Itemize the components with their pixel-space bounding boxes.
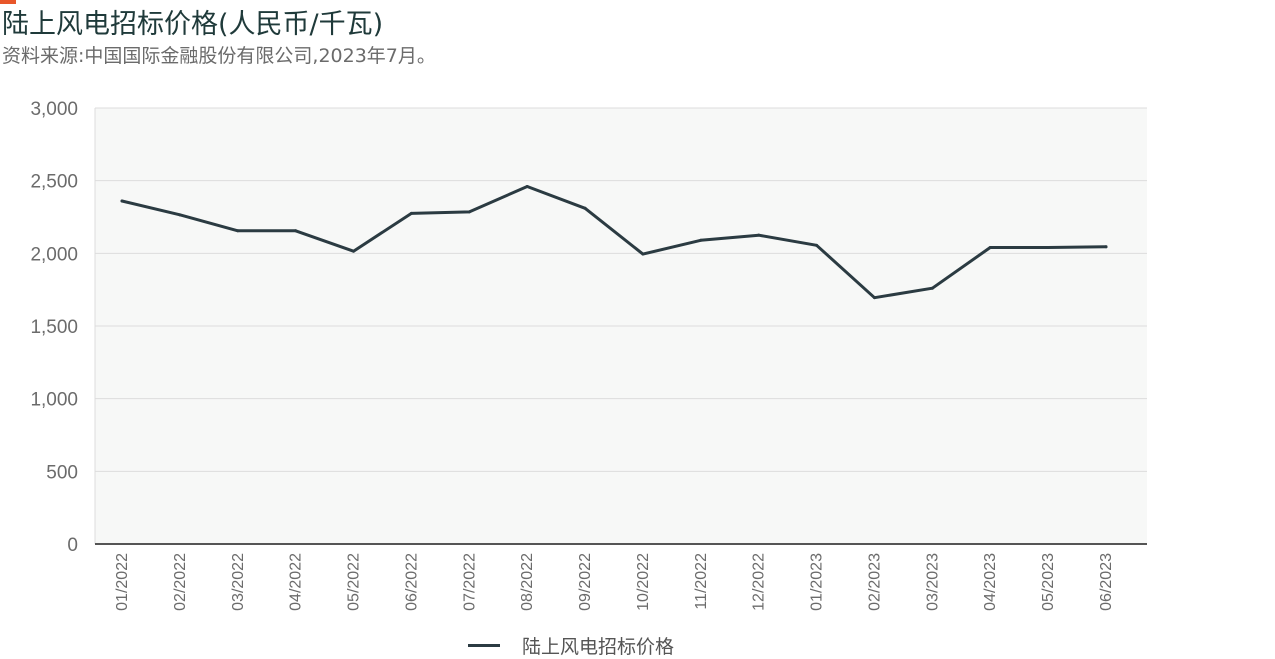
y-tick-label: 3,000 [30, 99, 78, 120]
data-point [930, 286, 934, 290]
data-point [352, 249, 356, 253]
data-point [872, 296, 876, 300]
x-tick-label: 04/2023 [982, 553, 999, 611]
data-point [236, 229, 240, 233]
x-tick-label: 02/2022 [172, 553, 189, 611]
data-point [1104, 245, 1108, 249]
y-tick-label: 500 [46, 462, 78, 483]
accent-bar [0, 0, 16, 4]
data-point [641, 252, 645, 256]
x-tick-label: 11/2022 [693, 553, 710, 610]
x-tick-label: 06/2022 [403, 553, 420, 611]
legend: 陆上风电招标价格 [468, 632, 674, 658]
x-tick-label: 03/2023 [924, 553, 941, 611]
x-axis-ticks: 01/2022 02/2022 03/2022 04/2022 05/2022 06/20… [114, 553, 1115, 611]
data-point [409, 211, 413, 215]
y-tick-label: 2,500 [30, 172, 78, 193]
y-tick-label: 2,000 [30, 244, 78, 265]
x-tick-label: 09/2022 [577, 553, 594, 611]
x-tick-label: 05/2022 [346, 553, 363, 611]
data-point [525, 184, 529, 188]
data-point [699, 238, 703, 242]
data-point [467, 210, 471, 214]
x-tick-label: 02/2023 [866, 553, 883, 611]
x-tick-label: 04/2022 [288, 553, 305, 611]
x-tick-label: 08/2022 [519, 553, 536, 611]
chart-title: 陆上风电招标价格(人民币/千瓦) [2, 9, 384, 40]
legend-swatch [468, 643, 500, 647]
x-tick-label: 05/2023 [1040, 553, 1057, 611]
x-tick-label: 01/2023 [809, 553, 826, 611]
chart-source: 资料来源:中国国际金融股份有限公司,2023年7月。 [2, 45, 436, 67]
x-tick-label: 06/2023 [1098, 553, 1115, 611]
y-tick-label: 0 [67, 535, 78, 556]
legend-label: 陆上风电招标价格 [522, 635, 675, 658]
data-point [1046, 246, 1050, 250]
y-tick-label: 1,500 [30, 317, 78, 338]
y-tick-label: 1,000 [30, 390, 78, 411]
y-axis-ticks: 0 500 1,000 1,500 2,000 2,500 3,000 [30, 99, 78, 556]
data-point [294, 229, 298, 233]
data-point [757, 233, 761, 237]
x-tick-label: 01/2022 [114, 553, 131, 611]
x-tick-label: 10/2022 [635, 553, 652, 611]
axes [94, 108, 1147, 545]
x-tick-label: 07/2022 [461, 553, 478, 611]
x-tick-label: 12/2022 [751, 553, 768, 611]
series-layer [120, 184, 1108, 300]
x-tick-label: 03/2022 [230, 553, 247, 611]
gridlines [95, 107, 1147, 472]
series-line [120, 185, 1108, 300]
data-point [178, 213, 182, 217]
data-point [583, 206, 587, 210]
data-point [988, 246, 992, 250]
data-point [120, 199, 124, 203]
data-point [815, 243, 819, 247]
